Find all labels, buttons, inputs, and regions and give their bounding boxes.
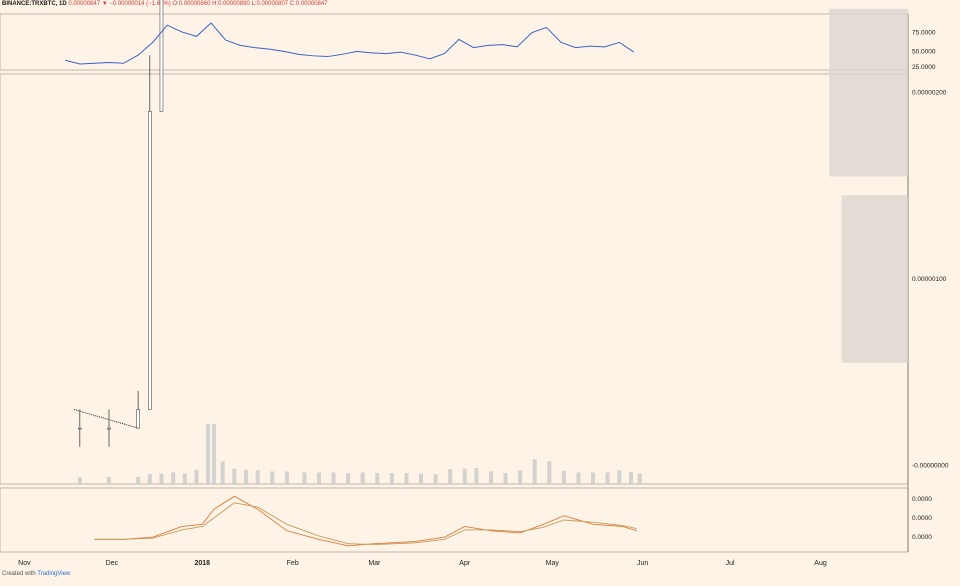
volume-bar-10	[220, 461, 225, 484]
macd-tick-1: 0.0000	[912, 515, 932, 522]
price-panel	[0, 73, 909, 485]
time-tick-8: Jul	[726, 560, 735, 567]
volume-bar-6	[182, 473, 187, 484]
volume-bar-18	[331, 472, 336, 484]
footer-credit: Created with TradingView	[2, 571, 70, 577]
candle-body-1	[107, 427, 111, 430]
volume-bar-12	[244, 469, 249, 484]
volume-bar-8	[206, 424, 211, 484]
volume-bar-19	[346, 473, 351, 484]
volume-bar-35	[576, 472, 581, 484]
time-tick-4: Mar	[368, 560, 381, 567]
volume-bar-14	[270, 471, 275, 484]
volume-bar-33	[547, 461, 552, 484]
volume-bar-27	[462, 468, 467, 484]
rsi-tick-0: 75.0000	[912, 30, 936, 37]
volume-bar-31	[518, 470, 523, 484]
time-axis: Nov Dec 2018 Feb Mar Apr May Jun Jul Aug	[18, 560, 827, 567]
volume-bar-32	[532, 459, 537, 484]
volume-bar-20	[360, 472, 365, 484]
volume-profile-bar-14	[841, 195, 908, 363]
volume-bar-34	[561, 470, 566, 484]
volume-bar-11	[232, 468, 237, 484]
ohlc-values: O:0.00000860 H:0.00000890 L:0.00000807 C…	[172, 1, 328, 7]
footer-created-with: Created with	[2, 571, 36, 577]
footer-brand[interactable]: TradingView	[37, 571, 71, 577]
candle-body-2	[136, 409, 140, 429]
volume-profile-bar-13	[829, 8, 908, 177]
volume-bar-1	[106, 476, 111, 484]
volume-bar-29	[488, 471, 493, 484]
rsi-line	[65, 22, 635, 65]
volume-bar-5	[171, 472, 176, 484]
volume-bar-16	[302, 472, 307, 484]
volume-bar-24	[419, 473, 424, 484]
volume-bar-17	[316, 472, 321, 484]
candle-body-0	[78, 427, 82, 430]
volume-bar-9	[211, 424, 216, 484]
macd-panel	[0, 487, 909, 553]
candlestick-series	[73, 0, 164, 447]
macd-line-0	[94, 495, 637, 547]
volume-bar-13	[255, 470, 260, 484]
candle-body-3	[148, 111, 152, 410]
volume-bar-7	[194, 469, 199, 484]
rsi-tick-2: 25.0000	[912, 64, 936, 71]
price-change: 0.00000847 ▼ −0.00000014 (−1.63%)	[68, 1, 171, 7]
volume-bar-4	[159, 473, 164, 484]
volume-bar-40	[637, 473, 642, 484]
time-tick-7: Jun	[637, 560, 648, 567]
macd-tick-2: 0.0000	[912, 534, 932, 541]
time-tick-0: Nov	[18, 560, 31, 567]
volume-bar-39	[628, 471, 633, 484]
volume-bar-22	[389, 473, 394, 484]
volume-bar-28	[474, 468, 479, 484]
candle-body-4	[159, 0, 164, 112]
volume-bar-3	[147, 474, 152, 484]
symbol-label: BINANCE:TRXBTC, 1D	[2, 1, 67, 7]
volume-bars	[77, 424, 642, 484]
volume-bar-23	[404, 473, 409, 484]
time-tick-9: Aug	[814, 560, 827, 567]
price-tick-21: -0.00000000	[912, 462, 949, 469]
time-tick-5: Apr	[459, 560, 471, 567]
time-tick-2: 2018	[195, 560, 211, 567]
macd-line-1	[94, 502, 637, 546]
volume-bar-37	[605, 472, 610, 484]
time-tick-6: May	[546, 560, 560, 567]
time-tick-1: Dec	[106, 560, 119, 567]
panel-backgrounds	[0, 13, 909, 553]
volume-bar-30	[503, 473, 508, 484]
volume-bar-0	[77, 476, 82, 484]
volume-bar-26	[448, 469, 453, 484]
volume-bar-15	[284, 471, 289, 484]
volume-bar-38	[617, 470, 622, 484]
volume-bar-21	[375, 473, 380, 484]
rsi-series	[65, 22, 635, 65]
price-axes: 75.000050.000025.00000.000021000.0000200…	[912, 30, 949, 541]
volume-profile	[829, 8, 908, 363]
price-tick-19: 0.00000200	[912, 90, 947, 97]
price-tick-20: 0.00000100	[912, 276, 947, 283]
macd-tick-0: 0.0000	[912, 496, 932, 503]
macd-series	[94, 495, 637, 547]
volume-bar-2	[136, 476, 141, 484]
chart-header: BINANCE:TRXBTC, 1D 0.00000847 ▼ −0.00000…	[2, 1, 328, 7]
volume-bar-36	[591, 472, 596, 484]
rsi-tick-1: 50.0000	[912, 48, 936, 55]
rsi-panel	[0, 13, 909, 71]
time-tick-3: Feb	[287, 560, 299, 567]
volume-bar-25	[433, 474, 438, 484]
